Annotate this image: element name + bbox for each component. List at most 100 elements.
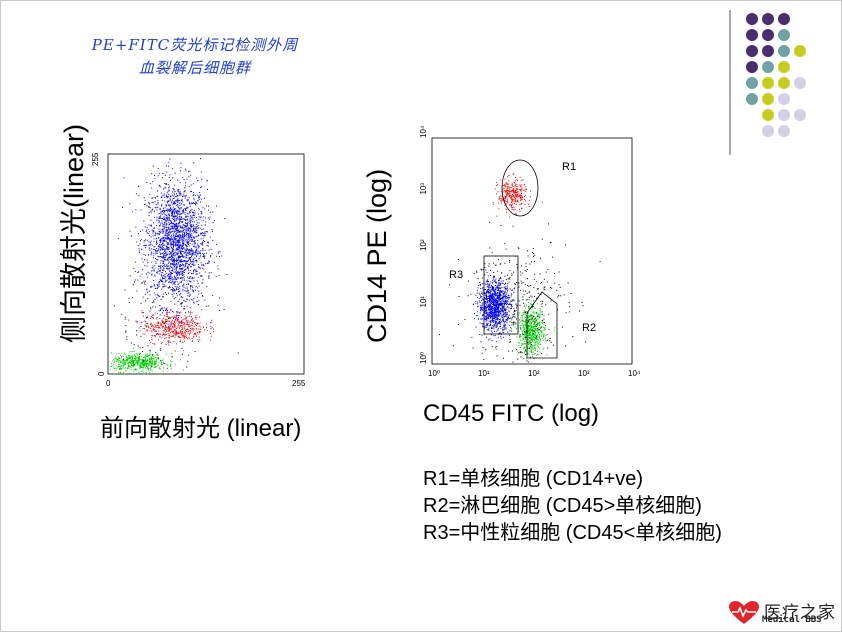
scatter-point <box>137 345 139 347</box>
scatter-point <box>194 246 196 248</box>
scatter-point <box>167 190 169 192</box>
scatter-point <box>175 322 177 324</box>
scatter-point <box>510 304 511 306</box>
scatter-point <box>136 321 138 322</box>
scatter-point <box>181 281 183 282</box>
scatter-point <box>182 239 184 241</box>
scatter-point <box>217 268 219 270</box>
scatter-point <box>157 195 159 197</box>
scatter-point <box>160 272 162 274</box>
scatter-point <box>500 301 502 303</box>
scatter-point <box>170 211 172 213</box>
scatter-point <box>521 197 523 199</box>
scatter-point <box>184 232 185 234</box>
scatter-point <box>200 243 202 245</box>
scatter-point <box>165 333 167 335</box>
scatter-point <box>141 362 142 364</box>
scatter-series-3 <box>114 230 239 368</box>
scatter-point <box>129 365 131 367</box>
scatter-point <box>521 192 522 194</box>
scatter-point <box>170 289 172 291</box>
scatter-point <box>188 236 190 237</box>
scatter-point <box>197 227 199 229</box>
scatter-point <box>485 294 487 296</box>
scatter-point <box>482 299 484 300</box>
scatter-point <box>170 324 172 326</box>
scatter-point <box>499 322 501 324</box>
scatter-point <box>521 208 523 210</box>
scatter-point <box>197 276 199 278</box>
scatter-point <box>175 199 177 201</box>
scatter-point <box>118 357 120 359</box>
scatter-point <box>163 256 165 258</box>
scatter-point <box>517 195 518 197</box>
scatter-point <box>498 304 500 305</box>
scatter-point <box>171 254 173 256</box>
scatter-point <box>509 304 511 305</box>
scatter-point <box>171 202 173 204</box>
scatter-point <box>187 233 189 234</box>
scatter-point <box>175 215 177 217</box>
scatter-point <box>489 296 491 298</box>
scatter-point <box>194 268 196 270</box>
scatter-point <box>200 232 202 234</box>
scatter-point <box>490 291 492 292</box>
scatter-point <box>168 215 170 217</box>
scatter-point <box>486 316 488 318</box>
scatter-point <box>505 286 507 287</box>
scatter-point <box>162 256 164 258</box>
scatter-point <box>489 289 491 291</box>
scatter-point <box>494 325 496 327</box>
scatter-point <box>184 315 186 317</box>
scatter-point <box>180 237 182 239</box>
scatter-point <box>496 295 498 297</box>
scatter-point <box>514 197 516 199</box>
scatter-point <box>182 229 184 231</box>
deco-dot <box>778 93 790 105</box>
scatter-point <box>508 298 509 300</box>
scatter-point <box>198 196 200 198</box>
scatter-point <box>501 311 503 313</box>
scatter-point <box>495 287 497 289</box>
scatter-point <box>170 256 172 258</box>
scatter-point <box>184 325 186 327</box>
scatter-point <box>151 370 153 372</box>
scatter-point <box>186 219 188 221</box>
scatter-point <box>158 256 160 258</box>
scatter-point <box>150 251 152 253</box>
scatter-point <box>149 354 151 356</box>
scatter-point <box>186 246 187 248</box>
scatter-point <box>170 317 172 319</box>
scatter-point <box>526 328 527 330</box>
scatter-point <box>187 243 188 245</box>
scatter-point <box>145 229 147 231</box>
scatter-point <box>191 273 192 275</box>
scatter-point <box>500 290 502 292</box>
scatter-point <box>173 281 175 283</box>
scatter-point <box>494 294 496 296</box>
scatter-point <box>141 363 143 365</box>
scatter-point <box>183 299 185 301</box>
scatter-point <box>206 180 208 182</box>
scatter-point <box>171 258 173 260</box>
scatter-point <box>486 291 488 293</box>
scatter-point <box>127 365 129 367</box>
scatter-point <box>156 232 158 234</box>
scatter-point <box>505 297 507 298</box>
scatter-point <box>195 315 197 317</box>
scatter-point <box>153 328 154 330</box>
scatter-point <box>183 252 185 254</box>
scatter-point <box>197 247 199 249</box>
scatter-point <box>143 312 144 313</box>
scatter-point <box>175 227 177 229</box>
scatter-point <box>516 336 518 338</box>
scatter-point <box>154 246 156 248</box>
scatter-point <box>163 240 165 242</box>
scatter-point <box>185 263 187 265</box>
scatter-point <box>162 225 163 227</box>
scatter-point <box>160 279 161 281</box>
scatter-point <box>170 208 172 210</box>
scatter-point <box>129 203 131 205</box>
scatter-point <box>168 189 170 191</box>
scatter-point <box>184 233 185 235</box>
